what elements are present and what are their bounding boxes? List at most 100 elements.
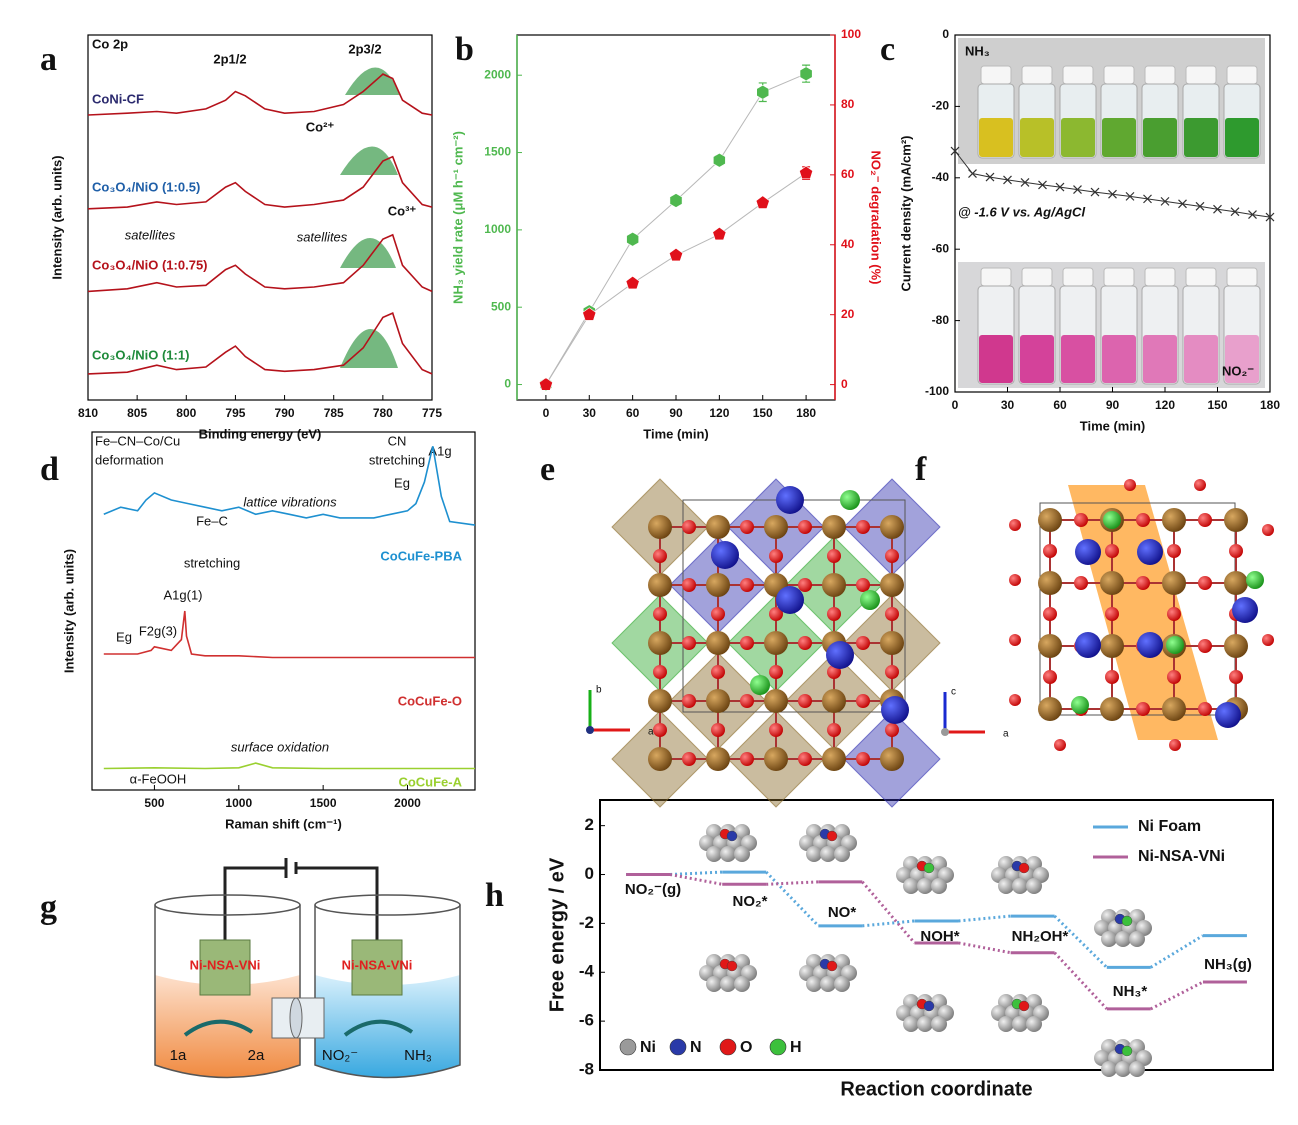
atom bbox=[917, 1016, 933, 1032]
atom bbox=[1038, 634, 1062, 658]
atom bbox=[798, 520, 812, 534]
x-tick-label: 500 bbox=[144, 796, 164, 810]
atom bbox=[798, 578, 812, 592]
atom bbox=[885, 665, 899, 679]
annotation: 2p1/2 bbox=[213, 51, 246, 66]
atom bbox=[1224, 571, 1248, 595]
atom bbox=[711, 723, 725, 737]
annotation: A1g(1) bbox=[163, 587, 202, 602]
salt-bridge-end bbox=[289, 997, 303, 1039]
atom bbox=[931, 878, 947, 894]
x-axis-label: Binding energy (eV) bbox=[199, 426, 322, 441]
atom bbox=[1162, 571, 1186, 595]
x-tick-label: 60 bbox=[1053, 398, 1067, 412]
atom bbox=[806, 846, 822, 862]
marker bbox=[1213, 204, 1222, 214]
vial-liquid bbox=[1143, 335, 1177, 383]
vial-liquid bbox=[1020, 335, 1054, 383]
atom bbox=[1224, 634, 1248, 658]
beaker-rim bbox=[314, 894, 461, 916]
atom bbox=[750, 675, 770, 695]
panel-label: b bbox=[455, 31, 474, 68]
annotation: stretching bbox=[184, 555, 240, 570]
peak-fit bbox=[340, 329, 398, 368]
atom bbox=[682, 578, 696, 592]
atom bbox=[1129, 1061, 1145, 1077]
marker bbox=[1073, 185, 1082, 195]
atom bbox=[798, 752, 812, 766]
atom bbox=[827, 723, 841, 737]
annotation: 2p3/2 bbox=[348, 41, 381, 56]
atom bbox=[822, 515, 846, 539]
atom bbox=[706, 976, 722, 992]
marker bbox=[1195, 201, 1205, 211]
panel-label: d bbox=[40, 451, 59, 488]
atom bbox=[1224, 508, 1248, 532]
atom bbox=[648, 689, 672, 713]
marker bbox=[1108, 189, 1117, 199]
atom bbox=[827, 549, 841, 563]
beaker-liquid bbox=[155, 975, 300, 1078]
panel-label: h bbox=[485, 877, 504, 914]
annotation: Co³⁺ bbox=[388, 203, 417, 218]
atom bbox=[1100, 697, 1124, 721]
adsorbate bbox=[1121, 915, 1133, 927]
axis-name: a bbox=[648, 727, 654, 738]
series-line bbox=[87, 233, 433, 293]
atom bbox=[1105, 607, 1119, 621]
step-label: NH₃* bbox=[1113, 983, 1148, 1000]
x-tick-label: 800 bbox=[176, 406, 196, 420]
vial-cap bbox=[1021, 65, 1053, 85]
atom bbox=[648, 573, 672, 597]
marker bbox=[712, 226, 727, 241]
y2-axis-label: NO₂⁻ degradation (%) bbox=[869, 151, 884, 285]
atom bbox=[764, 689, 788, 713]
vial-cap bbox=[980, 267, 1012, 287]
atom bbox=[734, 846, 750, 862]
y2-tick-label: 0 bbox=[841, 377, 848, 391]
series-line bbox=[87, 312, 433, 375]
atom bbox=[764, 747, 788, 771]
atom bbox=[1103, 511, 1121, 529]
adsorbate bbox=[923, 1000, 935, 1012]
x-tick-label: 775 bbox=[422, 406, 442, 420]
marker bbox=[799, 66, 813, 82]
vial-cap bbox=[1144, 65, 1176, 85]
atom bbox=[711, 665, 725, 679]
atom bbox=[1129, 931, 1145, 947]
legend-atom bbox=[769, 1038, 787, 1056]
marker bbox=[582, 307, 597, 321]
x-tick-label: 90 bbox=[1106, 398, 1120, 412]
wire bbox=[223, 866, 379, 942]
connector bbox=[1150, 934, 1204, 969]
plot-frame bbox=[87, 34, 433, 401]
series-label: CoCuFe-PBA bbox=[380, 548, 462, 563]
atom bbox=[798, 694, 812, 708]
atom bbox=[880, 747, 904, 771]
atom bbox=[1232, 597, 1258, 623]
step-label: NOH* bbox=[920, 928, 959, 945]
marker bbox=[1055, 182, 1065, 192]
atom bbox=[1136, 576, 1150, 590]
atom bbox=[706, 515, 730, 539]
reactant: 1a bbox=[170, 1047, 187, 1064]
vial-cap bbox=[1103, 267, 1135, 287]
legend-label: N bbox=[690, 1039, 702, 1056]
y-tick-label: -40 bbox=[932, 170, 950, 184]
atom bbox=[1166, 636, 1184, 654]
atom bbox=[734, 976, 750, 992]
atom bbox=[776, 486, 804, 514]
marker bbox=[668, 247, 684, 262]
y-axis-label: Intensity (arb. units) bbox=[49, 155, 64, 279]
marker bbox=[712, 152, 726, 168]
y-axis-label: Free energy / eV bbox=[546, 857, 568, 1012]
annotation: Co 2p bbox=[92, 36, 128, 51]
atom bbox=[1043, 670, 1057, 684]
vial-liquid bbox=[1184, 335, 1218, 383]
step-label: NO₂* bbox=[732, 893, 767, 910]
atom bbox=[1026, 1016, 1042, 1032]
panel-label: f bbox=[915, 451, 927, 488]
marker bbox=[669, 193, 683, 208]
reactant: NO₂⁻ bbox=[322, 1047, 358, 1064]
atom bbox=[1169, 739, 1181, 751]
